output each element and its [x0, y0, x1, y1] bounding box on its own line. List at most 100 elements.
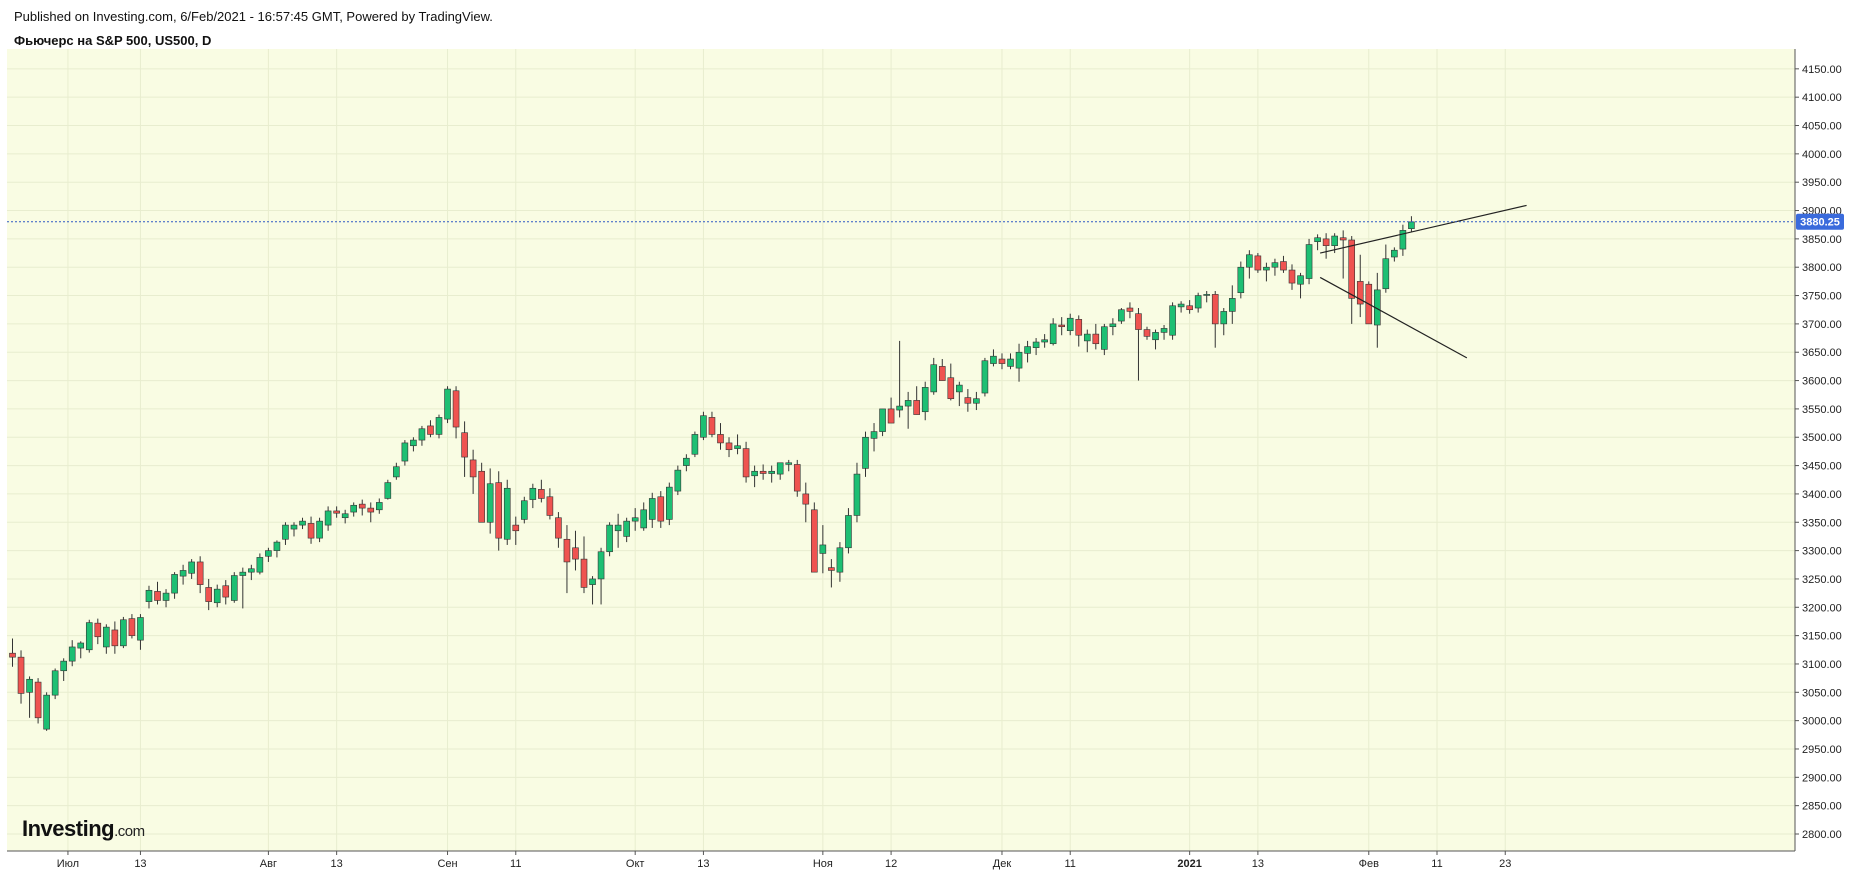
y-tick-label: 3450.00 — [1802, 461, 1842, 473]
candle-body-up — [956, 384, 963, 393]
candle-body-down — [9, 652, 16, 658]
candle-body-up — [1391, 249, 1398, 258]
candle-body-up — [26, 678, 33, 693]
candle-body-up — [862, 436, 869, 469]
y-tick-label: 3300.00 — [1802, 546, 1842, 558]
y-tick-label: 4000.00 — [1802, 149, 1842, 161]
candle — [819, 525, 827, 574]
candle — [51, 668, 59, 700]
y-tick-label: 3400.00 — [1802, 489, 1842, 501]
candle — [614, 513, 622, 548]
candle — [1049, 318, 1057, 346]
candle — [666, 482, 673, 526]
candle — [128, 614, 136, 639]
y-tick-label: 2900.00 — [1802, 772, 1842, 784]
candle — [486, 468, 494, 534]
candle — [17, 650, 25, 704]
y-tick-label: 3500.00 — [1802, 432, 1842, 444]
candle-body-down — [1356, 281, 1364, 305]
candle-body-up — [751, 470, 758, 477]
candle-body-down — [358, 503, 366, 509]
candle — [674, 465, 682, 496]
candle-body-up — [1237, 266, 1245, 294]
y-tick-label: 3650.00 — [1802, 347, 1842, 359]
candle — [742, 441, 750, 483]
candle-body-up — [930, 364, 938, 393]
candle-body-up — [435, 417, 443, 435]
trendline[interactable] — [1319, 276, 1468, 359]
candle-body-up — [401, 442, 409, 462]
candle — [1228, 285, 1236, 324]
candle-body-down — [461, 432, 468, 458]
candle — [1399, 224, 1407, 256]
candle-body-up — [410, 439, 417, 447]
candle — [213, 584, 221, 608]
candle-body-up — [239, 571, 247, 576]
candle — [171, 572, 178, 599]
candles-group — [9, 216, 1415, 731]
candle — [1348, 236, 1356, 324]
candle-body-up — [1032, 341, 1040, 348]
candle — [640, 502, 648, 531]
candle — [921, 381, 929, 421]
candle-body-down — [333, 510, 340, 514]
candle — [358, 499, 366, 516]
candle-body-up — [486, 483, 494, 523]
x-tick-label: 11 — [510, 858, 521, 870]
candle — [103, 624, 110, 654]
candle — [1280, 255, 1287, 273]
candle-body-down — [964, 397, 972, 404]
candle-body-down — [998, 358, 1006, 364]
candle — [154, 581, 161, 605]
candle — [862, 431, 869, 477]
candle-body-down — [1135, 313, 1142, 330]
candle-body-up — [529, 487, 537, 500]
y-tick-label: 3200.00 — [1802, 602, 1842, 614]
candle-body-down — [708, 417, 716, 435]
candle-body-down — [947, 377, 955, 400]
candle — [230, 572, 238, 603]
y-tick-label: 4100.00 — [1802, 92, 1842, 104]
candle-body-up — [1118, 309, 1125, 322]
candle-body-down — [555, 517, 562, 539]
candle-body-up — [51, 670, 59, 696]
candle-body-down — [427, 425, 434, 435]
candle — [265, 547, 272, 562]
candle — [1143, 326, 1151, 340]
candle-body-up — [1399, 230, 1407, 250]
x-tick-label: Окт — [626, 858, 645, 870]
candle-body-down — [1075, 319, 1083, 336]
candle — [1186, 300, 1193, 314]
candle-body-up — [384, 482, 392, 499]
candle-body-up — [120, 619, 127, 647]
candle — [111, 621, 119, 654]
candle — [683, 454, 690, 472]
candle-body-down — [1211, 294, 1219, 325]
candle — [60, 658, 67, 681]
candle-body-down — [913, 400, 920, 415]
candle-body-down — [128, 618, 136, 636]
candle — [1194, 292, 1202, 313]
candle — [998, 353, 1006, 370]
candle — [418, 425, 426, 446]
candle — [529, 483, 537, 509]
y-tick-label: 3050.00 — [1802, 687, 1842, 699]
candle — [759, 464, 767, 480]
candle — [802, 482, 810, 523]
candle — [623, 517, 630, 543]
candle — [811, 502, 818, 573]
candle-body-up — [1160, 328, 1168, 333]
candle — [956, 381, 963, 407]
candle-body-down — [1322, 238, 1330, 246]
y-tick-label: 3600.00 — [1802, 376, 1842, 388]
candle-body-down — [1339, 237, 1347, 241]
candle — [853, 462, 861, 523]
y-tick-label: 3100.00 — [1802, 659, 1842, 671]
candle-body-up — [666, 486, 673, 520]
candle-body-up — [316, 520, 323, 539]
candle — [1254, 253, 1262, 273]
trendline[interactable] — [1320, 204, 1527, 254]
candle-body-down — [742, 448, 750, 478]
candle-body-up — [776, 462, 784, 475]
